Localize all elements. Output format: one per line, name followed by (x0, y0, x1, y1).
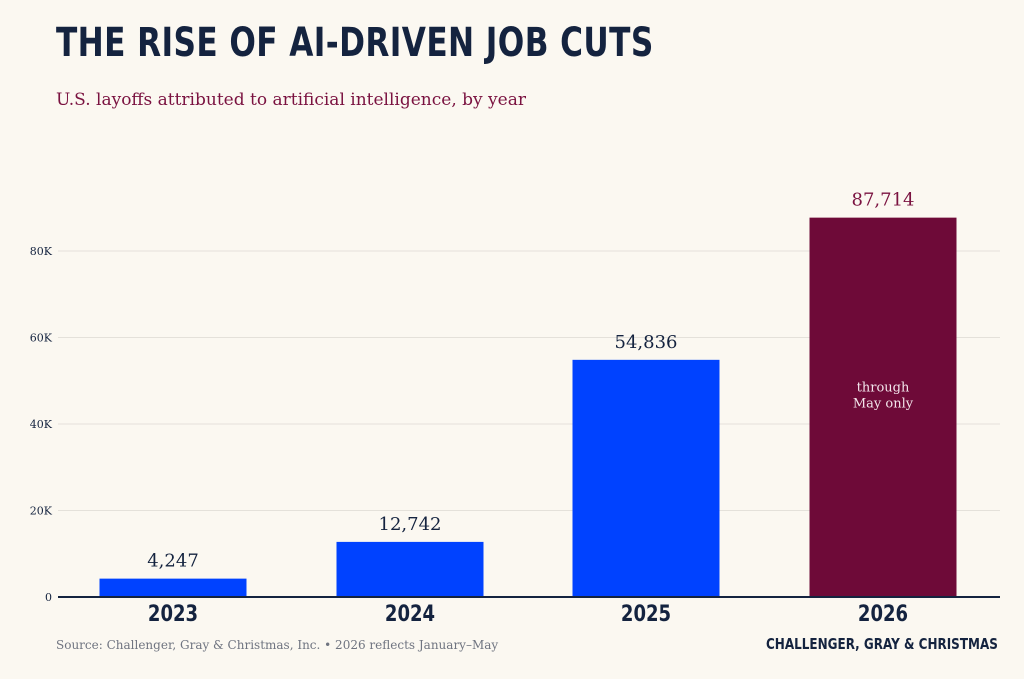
data-label: 54,836 (615, 332, 678, 353)
x-tick-label: 2025 (621, 600, 671, 626)
y-tick-label: 80K (30, 245, 53, 258)
chart-title: THE RISE OF AI-DRIVEN JOB CUTS (56, 20, 654, 66)
y-tick-label: 20K (30, 505, 53, 518)
y-tick-label: 0 (45, 591, 52, 604)
bar (99, 578, 247, 597)
brand-wordmark: CHALLENGER, GRAY & CHRISTMAS (766, 635, 998, 653)
bar (336, 541, 484, 597)
data-label: 87,714 (852, 190, 915, 211)
bar-annotation: May only (853, 396, 914, 411)
bar (572, 359, 720, 597)
bar-annotation: through (857, 380, 910, 395)
y-tick-label: 60K (30, 332, 53, 345)
data-label: 12,742 (379, 514, 442, 535)
x-tick-label: 2024 (385, 600, 435, 626)
bar (809, 217, 957, 597)
data-label: 4,247 (147, 551, 199, 572)
x-tick-label: 2023 (148, 600, 198, 626)
chart-subtitle: U.S. layoffs attributed to artificial in… (56, 90, 526, 110)
x-tick-label: 2026 (858, 600, 908, 626)
source-note: Source: Challenger, Gray & Christmas, In… (56, 638, 499, 652)
y-tick-label: 40K (30, 418, 53, 431)
